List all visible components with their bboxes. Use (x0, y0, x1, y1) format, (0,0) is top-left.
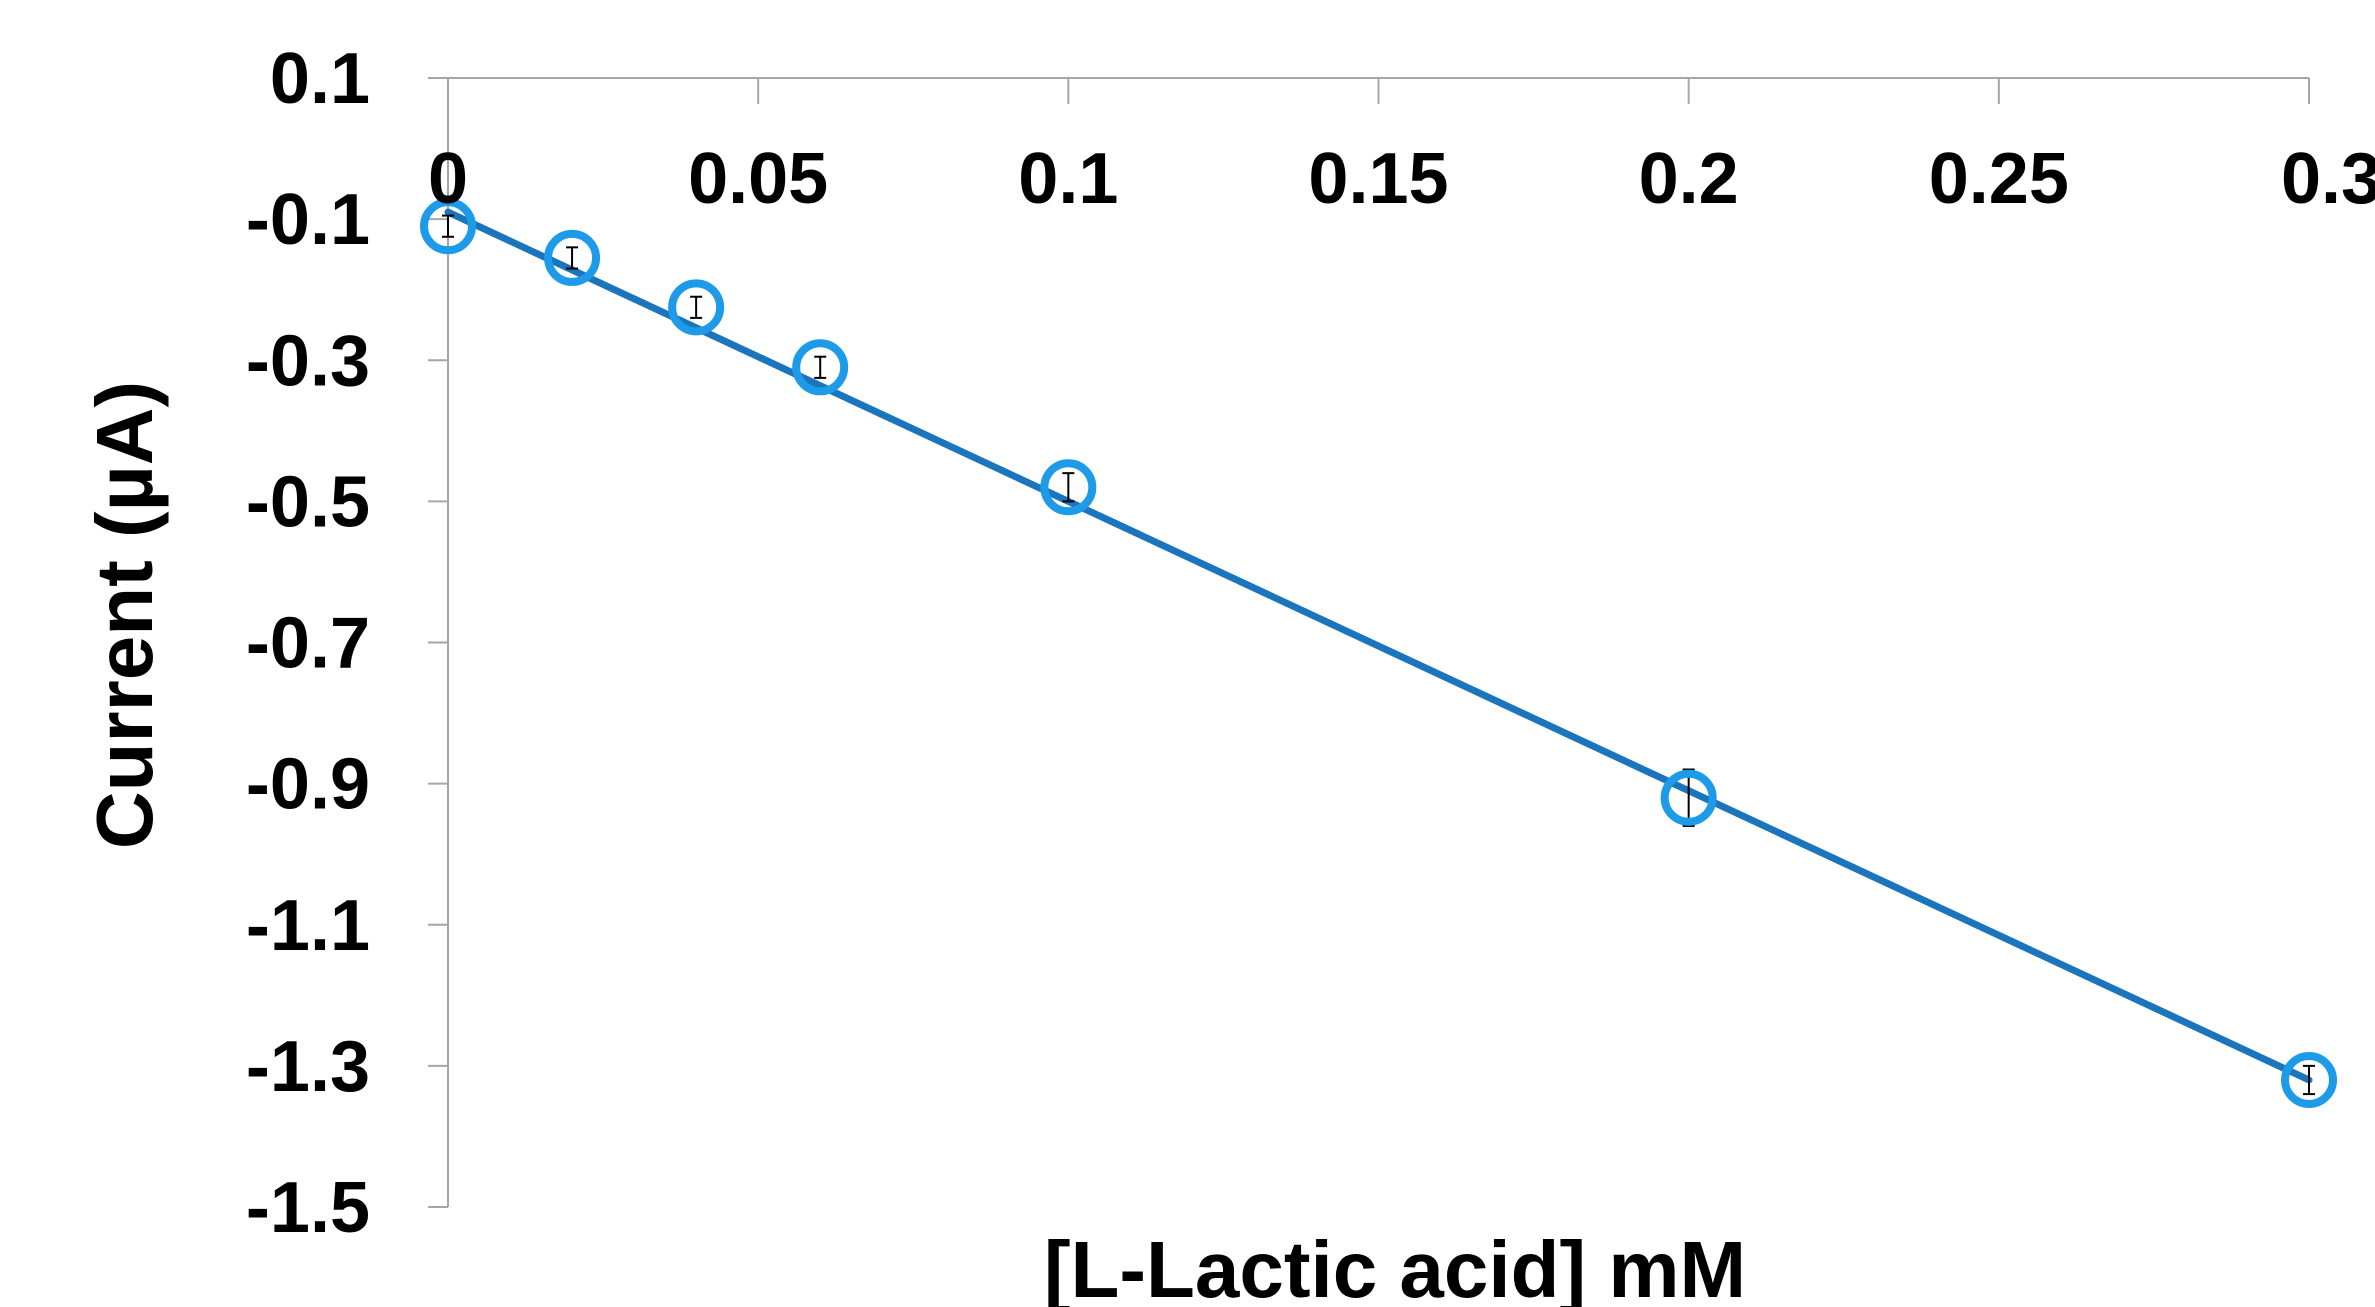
fit-line-layer (444, 208, 2313, 1084)
data-point (420, 198, 476, 255)
y-tick-label: -1.1 (246, 886, 370, 966)
x-tick-label: 0 (428, 139, 468, 219)
y-tick-label: -0.3 (246, 321, 370, 401)
data-point (2281, 1051, 2337, 1108)
fit-line (444, 208, 2313, 1084)
y-tick-label: -0.1 (246, 180, 370, 260)
y-axis-title: Current (µA) (80, 381, 169, 849)
error-bars (442, 214, 2315, 1096)
axes (428, 77, 2310, 1208)
x-tick-label: 0.1 (1018, 139, 1118, 219)
data-point (792, 339, 849, 396)
x-tick-label: 0.3 (2281, 139, 2375, 219)
y-tick-label: -0.5 (246, 462, 370, 542)
tick-labels: 0.1 -0.1 -0.3 -0.5 -0.7 -0.9 -1.1 -1.3 -1.5 0 0.05… (246, 39, 2375, 1248)
y-tick-label: -0.7 (246, 604, 370, 684)
data-point (544, 229, 601, 286)
y-tick-label: -0.9 (246, 745, 370, 825)
x-tick-label: 0.25 (1929, 139, 2069, 219)
data-markers (420, 198, 2337, 1108)
y-tick-label: -1.5 (246, 1168, 370, 1248)
x-tick-label: 0.2 (1639, 139, 1739, 219)
data-point (1660, 769, 1717, 826)
x-tick-label: 0.05 (688, 139, 828, 219)
data-point (668, 279, 725, 336)
y-tick-label: -1.3 (246, 1027, 370, 1107)
y-tick-label: 0.1 (270, 39, 370, 119)
data-point (1040, 459, 1097, 516)
x-axis-title: [L-Lactic acid] mM (1044, 1225, 1746, 1307)
x-tick-label: 0.15 (1308, 139, 1448, 219)
